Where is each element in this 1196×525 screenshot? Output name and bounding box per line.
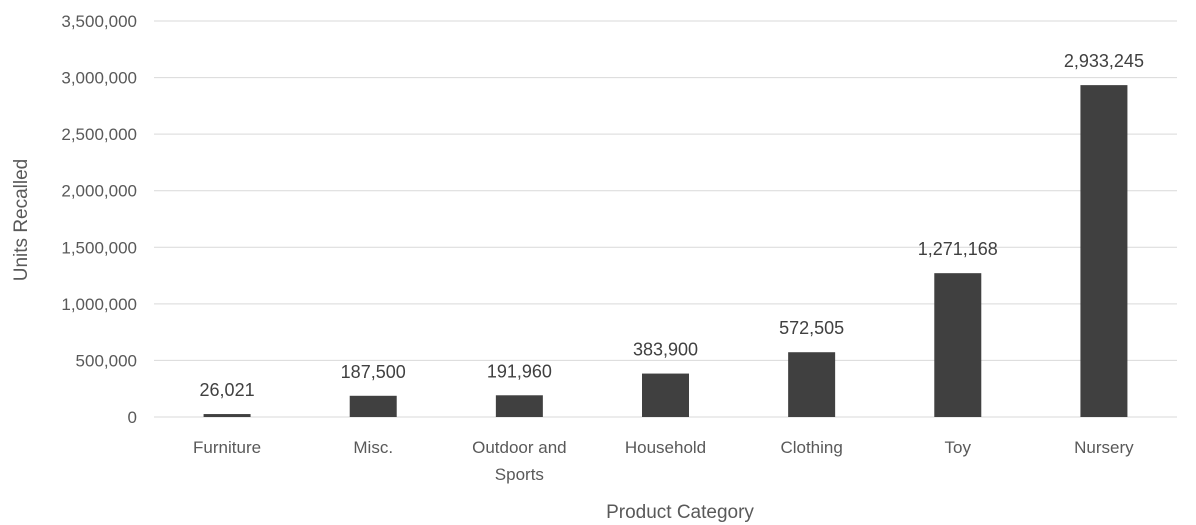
bar: [1080, 85, 1128, 418]
x-category-label: Clothing: [780, 438, 842, 457]
y-tick-label: 1,500,000: [61, 238, 137, 257]
y-tick-label: 3,000,000: [61, 69, 137, 88]
y-tick-label: 3,500,000: [61, 12, 137, 31]
x-category-label: Misc.: [353, 438, 393, 457]
data-label: 2,933,245: [1064, 51, 1144, 71]
x-category-label: Nursery: [1074, 438, 1134, 457]
y-tick-label: 0: [128, 408, 137, 427]
x-category-label: Household: [625, 438, 706, 457]
x-category-label: Outdoor and: [472, 438, 567, 457]
bar: [495, 395, 543, 417]
x-category-label: Sports: [495, 465, 544, 484]
bar: [642, 373, 689, 417]
y-tick-label: 2,000,000: [61, 182, 137, 201]
data-label: 191,960: [487, 361, 552, 381]
x-axis-title: Product Category: [606, 502, 754, 523]
bar: [934, 273, 982, 417]
data-label: 1,271,168: [918, 239, 998, 259]
bar: [788, 352, 836, 417]
gridlines: [154, 20, 1177, 418]
x-category-label: Furniture: [193, 438, 261, 457]
x-category-label: Toy: [945, 438, 972, 457]
x-axis-categories: Furniture Misc. Outdoor and Sports Household…: [193, 438, 1134, 484]
y-tick-label: 500,000: [76, 351, 137, 370]
bar: [203, 414, 251, 417]
bar: [349, 395, 397, 417]
bars: [203, 85, 1128, 418]
y-tick-label: 2,500,000: [61, 125, 137, 144]
data-label: 187,500: [341, 362, 406, 382]
data-label: 572,505: [779, 318, 844, 338]
data-label: 383,900: [633, 340, 698, 360]
data-labels: 26,021 187,500 191,960 383,900 572,505 1,271,…: [200, 51, 1144, 400]
y-axis-title: Units Recalled: [11, 159, 32, 282]
data-label: 26,021: [200, 380, 255, 400]
y-axis-ticks: 0 500,000 1,000,000 1,500,000 2,000,000 2,500…: [61, 12, 137, 427]
y-tick-label: 1,000,000: [61, 295, 137, 314]
